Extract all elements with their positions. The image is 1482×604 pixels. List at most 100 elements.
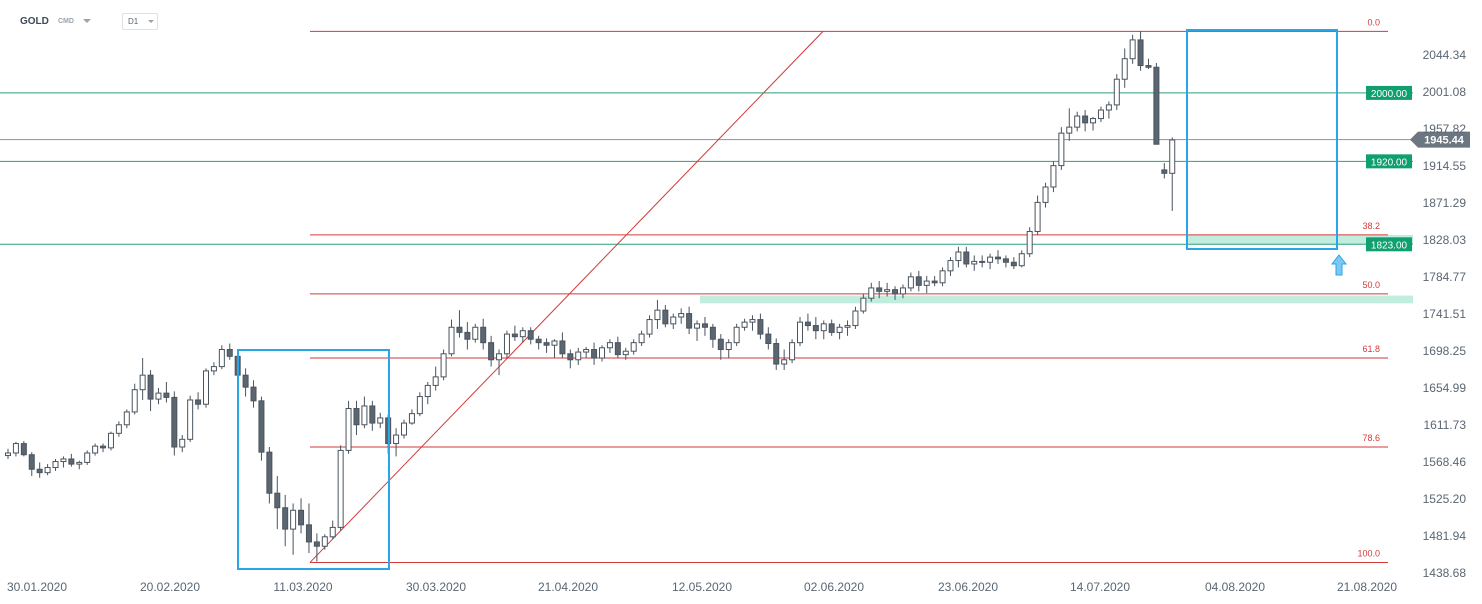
candle-body [440,353,447,378]
candle-body [947,260,954,272]
candle-body [187,399,194,440]
candle-body [171,396,178,448]
candle-body [305,524,312,543]
candle-body [551,340,558,346]
candle-body [709,326,716,340]
candle-body [266,451,273,494]
fib-level-label: 78.6 [1362,433,1380,443]
timeframe-select[interactable]: D1 [122,13,158,30]
candle-body [361,405,368,426]
candle-body [1002,258,1009,263]
candle-body [84,452,91,463]
candle-body [1042,186,1049,203]
candle-body [923,280,930,286]
candle-body [868,287,875,299]
candle-body [804,321,811,327]
y-tick-label: 1914.55 [1423,159,1467,173]
candle-body [583,349,590,353]
candle-body [567,353,574,361]
y-tick-label: 1525.20 [1423,492,1467,506]
candle-body [781,359,788,365]
candle-body [1034,201,1041,232]
chart-toolbar: GOLD CMD D1 [0,0,300,40]
candle-body [1121,58,1128,80]
candle-body [1018,253,1025,267]
candle-body [670,316,677,325]
candle-body [820,323,827,332]
y-tick-label: 1654.99 [1423,381,1467,395]
candle-body [638,333,645,344]
x-tick-label: 04.08.2020 [1205,580,1265,594]
candle-body [765,333,772,345]
candle-body [1129,39,1136,60]
candle-body [1050,165,1057,188]
x-tick-label: 30.01.2020 [7,580,67,594]
candle-body [599,347,605,359]
candle-body [971,260,978,265]
candle-body [321,536,328,547]
fib-level-label: 100.0 [1357,548,1380,558]
candle-body [1161,169,1168,174]
candle-body [226,349,233,357]
candle-body [630,342,637,352]
highlight-box [237,349,390,570]
candle-body [1145,65,1152,68]
candle-body [939,270,946,284]
candle-body [773,343,780,365]
candle-body [250,386,257,402]
candle-body [377,417,384,424]
candle-body [1058,132,1065,167]
y-tick-label: 1481.94 [1423,529,1467,543]
support-zone [1187,234,1413,245]
candle-body [1169,139,1176,174]
level-price-label: 1823.00 [1371,240,1408,251]
candle-body [258,400,265,453]
candle-body [527,330,534,340]
level-price-tag [1366,85,1412,100]
candle-body [535,338,542,344]
candle-body [1026,230,1033,255]
candle-body [92,445,99,454]
candle-body [884,289,891,292]
candle-body [931,280,938,284]
candle-body [147,374,154,400]
candle-body [218,349,225,368]
level-price-tag [1366,237,1412,252]
y-tick-label: 1568.46 [1423,455,1467,469]
candle-body [915,276,922,286]
candle-body [503,333,510,355]
y-tick-label: 2044.34 [1423,48,1467,62]
y-tick-label: 1698.25 [1423,344,1467,358]
candle-body [12,443,19,454]
candle-body [369,405,376,424]
x-tick-label: 23.06.2020 [938,580,998,594]
candle-body [511,333,518,338]
candle-body [694,323,701,329]
up-arrow-icon [1330,254,1348,276]
candle-body [155,392,162,400]
candle-body [179,438,186,448]
source-label[interactable]: CMD [58,18,74,25]
candle-body [44,467,51,474]
candle-body [725,342,732,351]
x-tick-label: 30.03.2020 [406,580,466,594]
candle-body [36,468,43,474]
candle-body [28,454,35,470]
fib-level-label: 61.8 [1362,344,1380,354]
candle-body [519,330,526,338]
source-dropdown-icon[interactable] [83,19,91,23]
candle-body [662,309,669,325]
candle-body [876,287,883,292]
current-price-label: 1945.44 [1424,135,1465,147]
candle-body [1074,115,1081,128]
candle-body [899,287,906,295]
candle-body [488,342,495,361]
candle-body [195,399,202,405]
candle-body [20,443,27,456]
candle-body [717,338,724,351]
candle-body [115,424,122,434]
candle-body [60,458,67,463]
fib-trend-line [309,30,824,563]
candle-body [575,351,582,361]
